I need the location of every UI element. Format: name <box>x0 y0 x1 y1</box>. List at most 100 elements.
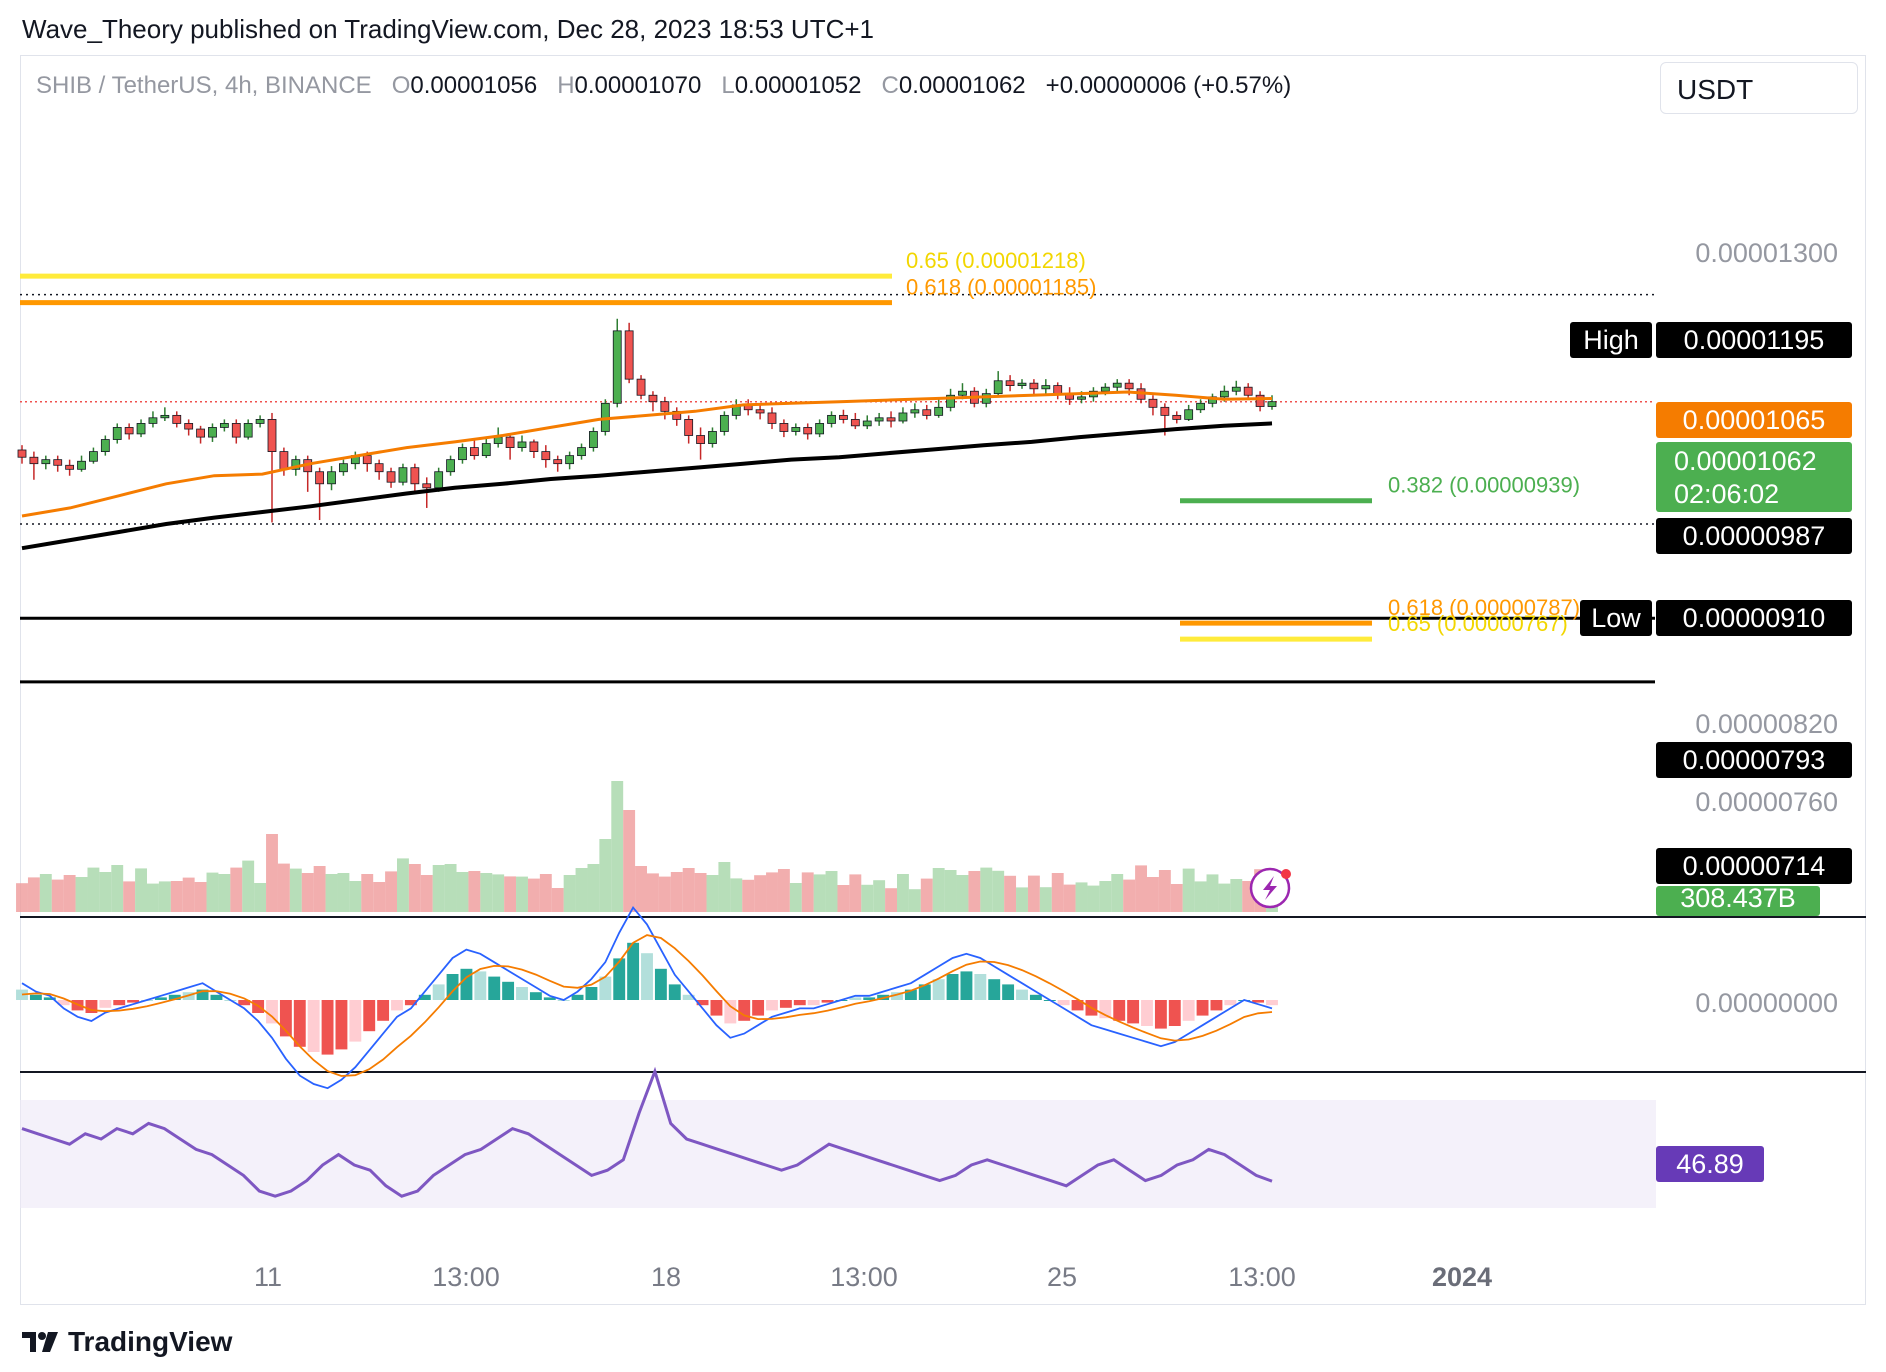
close-key: C <box>881 72 899 99</box>
volume-bar <box>87 867 100 912</box>
volume-bar <box>1158 870 1171 912</box>
macd-histogram-bar <box>529 992 542 1000</box>
macd-histogram-bar <box>849 997 862 1000</box>
volume-bar <box>420 875 433 912</box>
macd-histogram-bar <box>502 981 515 1000</box>
candle-body <box>41 459 51 465</box>
x-axis-tick-label: 25 <box>1047 1262 1077 1292</box>
macd-histogram-bar <box>1210 1000 1223 1011</box>
macd-histogram-bar <box>932 979 945 1000</box>
candle-body <box>386 471 396 483</box>
volume-bar <box>1230 879 1243 912</box>
candle-body <box>493 436 503 444</box>
candle-body <box>803 427 813 435</box>
volume-bar <box>373 882 386 912</box>
volume-bar <box>527 878 540 912</box>
volume-value-label: 308.437B <box>1680 883 1796 913</box>
low-key: L <box>721 72 735 99</box>
macd-histogram-bar <box>988 979 1001 1000</box>
macd-histogram-bar <box>57 1000 70 1006</box>
tradingview-footer[interactable]: TradingView <box>22 1326 232 1358</box>
macd-histogram-bar <box>946 974 959 1000</box>
volume-bar <box>611 781 624 912</box>
candle-body <box>874 417 884 422</box>
volume-bar <box>75 877 88 912</box>
volume-bar <box>1182 868 1195 912</box>
candle-body <box>89 451 98 462</box>
volume-bar <box>242 860 255 912</box>
candle-body <box>279 451 289 470</box>
candle-body <box>112 427 122 440</box>
candle-body <box>529 441 539 453</box>
candle-body <box>886 417 896 422</box>
macd-histogram-bar <box>668 984 681 1000</box>
candle-body <box>589 431 598 448</box>
candle-body <box>219 423 229 428</box>
candle-body <box>1100 386 1110 392</box>
macd-histogram-bar <box>585 987 598 1000</box>
symbol-pair[interactable]: SHIB / TetherUS, 4h, BINANCE <box>36 72 372 99</box>
macd-histogram-bar <box>571 994 584 1000</box>
fib-label: 0.382 (0.00000939) <box>1388 473 1580 498</box>
macd-histogram-bar <box>43 997 56 1000</box>
macd-histogram-bar <box>266 1000 278 1024</box>
volume-bar <box>992 870 1005 912</box>
macd-histogram-bar <box>85 1000 98 1013</box>
macd-histogram-bar <box>168 994 181 1000</box>
candle-body <box>1112 382 1122 388</box>
macd-histogram-bar <box>154 997 167 1000</box>
macd-histogram-bar <box>807 1000 820 1006</box>
macd-histogram-bar <box>474 971 487 1000</box>
x-axis-tick-label: 13:00 <box>830 1262 898 1292</box>
candle-body <box>77 460 86 470</box>
macd-histogram-bar <box>1154 1000 1167 1029</box>
macd-histogram-bar <box>1224 1000 1237 1006</box>
volume-bar <box>516 876 528 912</box>
volume-bar <box>325 874 338 912</box>
macd-histogram-bar <box>863 997 876 1000</box>
candle-body <box>315 471 325 485</box>
macd-histogram-bar <box>127 1000 140 1003</box>
candle-body <box>850 418 860 427</box>
ema-price-label-bg <box>1656 402 1852 438</box>
candle-body <box>410 467 420 485</box>
candle-body <box>612 330 622 404</box>
y-axis-tick-label: 0.00000760 <box>1695 787 1838 817</box>
volume-bar <box>230 867 243 912</box>
volume-bar <box>1111 874 1124 912</box>
volume-bar <box>908 889 921 912</box>
volume-bar <box>1063 884 1076 912</box>
volume-bar <box>682 868 695 912</box>
candle-body <box>636 378 646 396</box>
support-714-label-bg <box>1656 848 1852 884</box>
candle-body <box>267 418 277 452</box>
candle-body <box>684 418 694 436</box>
candle-body <box>422 483 432 489</box>
volume-bar <box>1027 875 1040 912</box>
currency-selector[interactable]: USDT <box>1660 62 1858 114</box>
volume-bar <box>599 839 612 912</box>
volume-bar <box>289 868 302 912</box>
volume-bar <box>575 868 588 912</box>
y-axis-tick-label: 0.00000000 <box>1695 988 1838 1018</box>
volume-bar <box>766 872 778 912</box>
symbol-legend[interactable]: SHIB / TetherUS, 4h, BINANCE O0.00001056… <box>36 72 1291 100</box>
candle-body <box>993 380 1003 395</box>
volume-bar <box>1170 884 1183 912</box>
volume-bar <box>1147 877 1159 912</box>
volume-bar <box>206 872 219 912</box>
x-axis-tick-label: 13:00 <box>1228 1262 1296 1292</box>
candle-body <box>339 463 348 473</box>
volume-bar <box>1016 887 1028 912</box>
candle-body <box>172 414 182 424</box>
macd-histogram-bar <box>488 976 501 1000</box>
candle-body <box>362 455 372 465</box>
volume-bar <box>1218 883 1231 912</box>
x-axis-tick-label: 13:00 <box>432 1262 500 1292</box>
candle-body <box>100 439 110 452</box>
candle-body <box>255 418 265 424</box>
candle-body <box>577 447 586 457</box>
volume-bar <box>408 864 421 912</box>
macd-histogram-bar <box>1266 1000 1278 1006</box>
